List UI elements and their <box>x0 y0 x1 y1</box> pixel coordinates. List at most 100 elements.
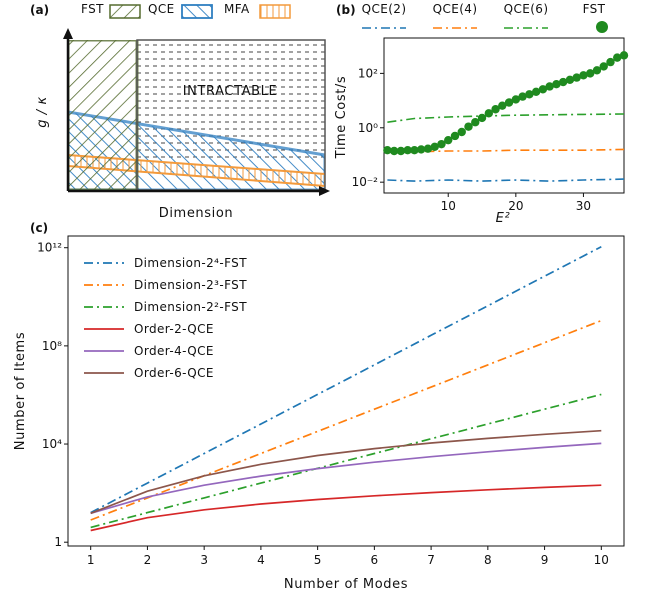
panel-c-x-label: Number of Modes <box>284 577 408 592</box>
panel-b-fst-point <box>396 146 406 156</box>
panel-c-x-tick-label: 6 <box>371 553 379 567</box>
panel-b-fst-point <box>585 69 595 78</box>
panel-c-order-6-qce-line <box>90 429 602 515</box>
panel-a-legend-qce-swatch <box>181 4 213 19</box>
panel-c-plot <box>90 245 602 532</box>
panel-b-legend-qce-2-label: QCE(2) <box>362 2 407 16</box>
panel-c-letter: (c) <box>30 221 48 235</box>
panel-b-fst-point <box>430 142 439 151</box>
panel-c-legend-dimension-2-fst-label: Dimension-2⁴-FST <box>134 256 247 270</box>
panel-c-x-tick-label: 7 <box>427 553 435 567</box>
panel-b-fst-point <box>383 145 392 155</box>
panel-b-fst-point <box>599 62 608 71</box>
panel-c-x-tick-label: 3 <box>200 553 208 567</box>
panel-b-fst-point <box>450 131 460 141</box>
panel-b-fst-point <box>525 90 534 99</box>
panel-a-legend-qce-label: QCE <box>148 2 175 16</box>
panel-b-fst-point <box>552 80 561 89</box>
panel-c-ticks: 1 2 3 4 5 6 7 8 9 10 1 10⁴ 10⁸ 10¹² <box>37 241 609 567</box>
panel-c-x-tick-label: 1 <box>87 553 95 567</box>
panel-c: (c) 1 2 3 4 5 6 7 8 9 10 1 10⁴ 10⁸ 10¹² Dimension-2⁴-… <box>13 221 625 592</box>
panel-b-fst-point <box>606 57 615 67</box>
panel-c-x-tick-label: 2 <box>144 553 152 567</box>
panel-b-fst-point <box>531 87 541 97</box>
panel-a-legend-fst-label: FST <box>81 2 104 16</box>
panel-c-x-tick-label: 10 <box>594 553 609 567</box>
panel-b-qce-2-line <box>387 178 625 182</box>
panel-b-fst-point <box>444 135 453 145</box>
panel-b-fst-point <box>389 146 399 156</box>
panel-c-x-tick-label: 4 <box>257 553 265 567</box>
panel-b-fst-point <box>619 51 629 60</box>
panel-b-legend-fst-swatch <box>596 21 608 33</box>
panel-b-fst-point <box>572 73 581 82</box>
panel-b-fst-point <box>498 101 507 110</box>
panel-b-fst-point <box>613 53 622 62</box>
panel-c-x-tick-label: 5 <box>314 553 322 567</box>
panel-b-fst-point <box>538 85 548 94</box>
panel-b-y-tick-label: 10⁰ <box>358 121 378 135</box>
panel-b-qce-6-line <box>387 113 625 123</box>
panel-b-letter: (b) <box>336 3 356 17</box>
panel-a-legend-mfa-swatch <box>259 4 291 19</box>
panel-a-legend-mfa-label: MFA <box>224 2 250 16</box>
panel-b-fst-point <box>464 122 473 131</box>
panel-b-fst-point <box>423 144 433 153</box>
panel-b-frame <box>383 37 625 194</box>
panel-b-y-tick-label: 10⁻² <box>352 175 379 189</box>
panel-c-order-2-qce-line <box>90 484 602 532</box>
panel-c-y-tick-label: 10⁴ <box>42 437 62 451</box>
panel-a-regions <box>68 40 325 190</box>
panel-c-legend-dimension-2-fst-label: Dimension-2²-FST <box>134 300 247 314</box>
panel-b-fst-point <box>592 66 602 75</box>
panel-c-dimension-2-fst-line <box>90 319 602 521</box>
panel-b-ticks: 10 20 30 10⁻² 10⁰ 10² <box>352 66 591 213</box>
panel-b-fst-point <box>410 145 419 155</box>
panel-b-x-tick-label: 10 <box>441 199 456 213</box>
panel-c-legend-order-4-qce-label: Order-4-QCE <box>134 344 214 358</box>
panel-c-order-4-qce-line <box>90 442 602 515</box>
panel-b-fst-point <box>558 77 568 87</box>
panel-c-y-tick-label: 10¹² <box>37 241 62 255</box>
panel-a-y-label: g / κ <box>35 96 50 128</box>
panel-b-fst-point <box>579 71 588 80</box>
panel-b-fst-point <box>471 118 480 127</box>
panel-b-fst-point <box>416 145 426 154</box>
panel-b-fst-point <box>518 92 527 101</box>
panel-b-fst-point <box>491 105 500 114</box>
panel-c-y-tick-label: 10⁸ <box>42 339 62 353</box>
panel-b-x-tick-label: 20 <box>508 199 523 213</box>
panel-b-fst-point <box>484 109 493 118</box>
fst-region <box>68 40 139 190</box>
panel-c-frame <box>67 235 625 547</box>
panel-a-letter: (a) <box>30 3 49 17</box>
panel-c-legend-order-2-qce-label: Order-2-QCE <box>134 322 214 336</box>
panel-c-x-tick-label: 9 <box>541 553 549 567</box>
panel-c-legend: Dimension-2⁴-FST Dimension-2³-FST Dimensio… <box>84 256 247 380</box>
panel-c-dimension-2-fst-line <box>90 245 602 514</box>
panel-b-legend: QCE(2) QCE(4) QCE(6) FST <box>362 2 608 33</box>
panel-c-legend-dimension-2-fst-label: Dimension-2³-FST <box>134 278 247 292</box>
panel-b-legend-qce-4-label: QCE(4) <box>433 2 478 16</box>
intractable-label: INTRACTABLE <box>183 84 278 99</box>
panel-b-fst-point <box>477 113 487 123</box>
panel-c-y-label: Number of Items <box>13 332 28 450</box>
panel-b-x-label: E² <box>496 211 511 226</box>
panel-a-y-arrow <box>63 28 73 39</box>
panel-c-x-tick-label: 8 <box>484 553 492 567</box>
panel-a-x-arrow <box>319 186 330 196</box>
panel-c-dimension-2-fst-line <box>90 393 602 529</box>
panel-b-fst-point <box>437 139 446 149</box>
panel-c-legend-order-6-qce-label: Order-6-QCE <box>134 366 214 380</box>
panel-b-plot <box>383 51 629 182</box>
panel-b-y-label: Time Cost/s <box>334 76 349 160</box>
panel-b-fst-point <box>545 82 554 91</box>
panel-c-y-tick-label: 1 <box>54 535 62 549</box>
panel-a: (a) FST QCE MFA INTRACTABLE Dimension g … <box>30 2 330 221</box>
panel-b-fst-point <box>504 98 514 107</box>
panel-a-legend-fst-swatch <box>109 4 141 19</box>
panel-b-x-tick-label: 30 <box>576 199 591 213</box>
panel-b-legend-fst-label: FST <box>583 2 606 16</box>
panel-b-fst-point <box>457 127 466 137</box>
